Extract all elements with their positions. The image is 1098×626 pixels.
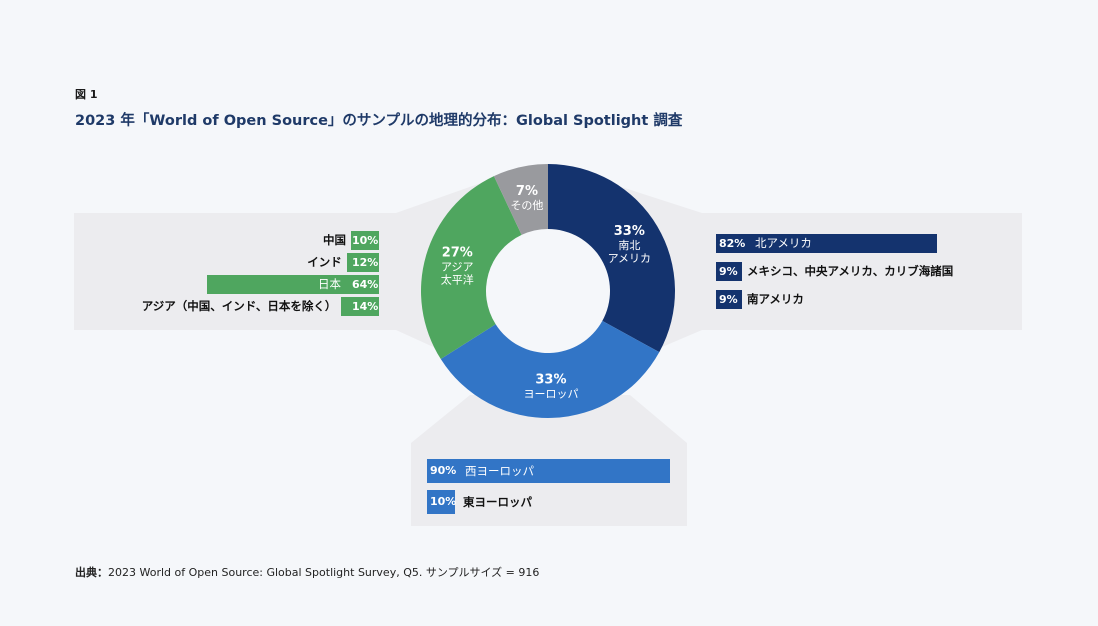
donut-slices bbox=[421, 164, 675, 419]
breakdown-category-name: インド bbox=[307, 255, 342, 269]
breakdown-category-name: 西ヨーロッパ bbox=[465, 464, 534, 478]
breakdown-row: 82% 北アメリカ bbox=[0, 234, 1098, 253]
source-prefix: 出典： bbox=[75, 566, 108, 579]
slice-name-label-europe: ヨーロッパ bbox=[523, 387, 578, 400]
breakdown-bar bbox=[351, 231, 379, 250]
donut-slice-europe bbox=[440, 320, 660, 419]
breakdown-category-name: アジア（中国、インド、日本を除く） bbox=[141, 299, 337, 313]
figure-label: 図 1 bbox=[75, 88, 98, 101]
donut-slice-north_america bbox=[548, 164, 675, 353]
breakdown-row: 90% 西ヨーロッパ bbox=[0, 459, 1098, 483]
slice-value-label-north_america: 33% bbox=[614, 224, 645, 239]
breakdown-bar bbox=[427, 459, 670, 483]
breakdown-bar bbox=[716, 262, 742, 281]
connector-bottom bbox=[411, 395, 687, 443]
breakdown-category-name: 北アメリカ bbox=[755, 236, 812, 250]
breakdown-percent: 9% bbox=[719, 293, 738, 306]
breakdown-percent: 14% bbox=[352, 300, 379, 313]
breakdown-bar bbox=[346, 253, 379, 272]
breakdown-percent: 10% bbox=[352, 234, 379, 247]
breakdown-row: 10% 中国 bbox=[0, 231, 1098, 250]
breakdown-bar bbox=[716, 290, 742, 309]
breakdown-percent: 82% bbox=[719, 237, 746, 250]
breakdown-row: 9% メキシコ、中央アメリカ、カリブ海諸国 bbox=[0, 262, 1098, 281]
slice-value-label-asia_pacific: 27% bbox=[442, 246, 473, 261]
slice-value-label-other: 7% bbox=[516, 184, 538, 199]
breakdown-category-name: 日本 bbox=[318, 277, 341, 291]
source-note: 出典：2023 World of Open Source: Global Spo… bbox=[75, 564, 539, 580]
breakdown-bar bbox=[206, 275, 379, 294]
breakdown-row: 10% 東ヨーロッパ bbox=[0, 490, 1098, 514]
slice-name-label-asia_pacific: アジア bbox=[441, 261, 474, 274]
breakdown-row: 9% 南アメリカ bbox=[0, 290, 1098, 309]
breakdown-category-name: メキシコ、中央アメリカ、カリブ海諸国 bbox=[747, 264, 954, 278]
europe-breakdown-panel bbox=[411, 443, 687, 526]
slice-name-label-asia_pacific: 太平洋 bbox=[441, 273, 474, 287]
breakdown-percent: 12% bbox=[352, 256, 379, 269]
chart-title: 2023 年「World of Open Source」のサンプルの地理的分布：… bbox=[75, 113, 683, 129]
breakdown-category-name: 中国 bbox=[323, 233, 346, 247]
breakdown-bar bbox=[341, 297, 379, 316]
breakdown-category-name: 南アメリカ bbox=[747, 292, 804, 306]
breakdown-row: 12% インド bbox=[0, 253, 1098, 272]
donut-slice-asia_pacific bbox=[421, 176, 522, 360]
breakdown-bar bbox=[427, 490, 455, 514]
slice-name-label-other: その他 bbox=[510, 199, 543, 212]
breakdown-bar bbox=[716, 234, 938, 253]
source-text: 2023 World of Open Source: Global Spotli… bbox=[108, 566, 540, 579]
breakdown-percent: 9% bbox=[719, 265, 738, 278]
breakdown-row: 64% 日本 bbox=[0, 275, 1098, 294]
breakdown-category-name: 東ヨーロッパ bbox=[463, 495, 532, 509]
americas-breakdown-panel bbox=[702, 213, 1022, 330]
slice-name-label-north_america: アメリカ bbox=[608, 252, 651, 265]
slice-name-label-north_america: 南北 bbox=[618, 239, 640, 252]
breakdown-row: 14% アジア（中国、インド、日本を除く） bbox=[0, 297, 1098, 316]
slice-value-label-europe: 33% bbox=[535, 372, 566, 387]
breakdown-percent: 64% bbox=[352, 278, 379, 291]
breakdown-percent: 10% bbox=[430, 495, 457, 508]
donut-slice-other bbox=[493, 164, 548, 235]
breakdown-percent: 90% bbox=[430, 464, 457, 477]
